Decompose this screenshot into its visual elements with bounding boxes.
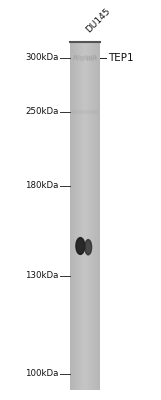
Bar	[87, 57, 88, 62]
Bar	[95, 55, 96, 60]
Bar	[78, 42, 79, 390]
Text: 300kDa: 300kDa	[25, 54, 59, 62]
Bar	[81, 42, 82, 390]
Bar	[78, 56, 79, 61]
Bar	[92, 42, 93, 390]
Bar	[98, 42, 99, 390]
Bar	[90, 42, 91, 390]
Text: TEP1: TEP1	[108, 53, 133, 63]
Bar	[79, 56, 80, 61]
Bar	[80, 42, 81, 390]
Bar	[93, 42, 94, 390]
Bar	[83, 56, 84, 60]
Bar	[79, 42, 80, 390]
Bar	[94, 56, 95, 60]
Bar	[74, 57, 75, 62]
Bar	[73, 42, 74, 390]
Bar	[85, 54, 86, 59]
Bar	[87, 55, 88, 60]
Bar	[96, 56, 97, 60]
Ellipse shape	[76, 238, 85, 254]
Bar	[85, 55, 86, 60]
Bar	[80, 56, 81, 61]
Bar	[91, 42, 92, 390]
Bar	[74, 42, 75, 390]
Text: 100kDa: 100kDa	[25, 370, 59, 378]
Bar	[82, 42, 83, 390]
Bar	[82, 56, 83, 60]
Bar	[77, 42, 78, 390]
Bar	[94, 42, 95, 390]
Bar	[75, 42, 76, 390]
Bar	[83, 42, 84, 390]
Bar	[91, 55, 92, 60]
Bar	[87, 42, 88, 390]
Bar	[76, 56, 77, 61]
Bar	[91, 56, 92, 60]
Bar	[96, 42, 97, 390]
Ellipse shape	[85, 240, 92, 255]
Text: DU145: DU145	[84, 6, 112, 34]
Bar	[72, 110, 98, 114]
Bar	[81, 57, 82, 62]
Text: 180kDa: 180kDa	[25, 182, 59, 190]
Bar	[76, 42, 77, 390]
Bar	[99, 42, 100, 390]
Bar	[74, 56, 75, 60]
Bar	[84, 42, 85, 390]
Text: 250kDa: 250kDa	[25, 108, 59, 116]
Bar	[89, 57, 90, 62]
Bar	[95, 42, 96, 390]
Bar	[86, 56, 87, 61]
Bar	[89, 42, 90, 390]
Bar	[72, 42, 73, 390]
Text: 130kDa: 130kDa	[25, 272, 59, 280]
Bar	[97, 42, 98, 390]
Bar	[70, 42, 71, 390]
Bar	[84, 55, 85, 60]
Bar	[93, 57, 94, 62]
Bar	[88, 57, 89, 62]
Bar	[88, 42, 89, 390]
Bar	[90, 55, 91, 60]
Bar	[78, 56, 79, 60]
Bar	[92, 56, 93, 60]
Bar	[77, 54, 78, 59]
Bar	[85, 42, 86, 390]
Bar	[71, 42, 72, 390]
Bar	[93, 54, 94, 59]
Bar	[86, 42, 87, 390]
Bar	[73, 55, 74, 60]
Bar	[75, 56, 76, 60]
